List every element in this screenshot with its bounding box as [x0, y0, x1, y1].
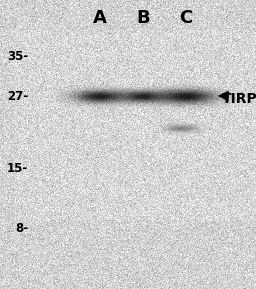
Text: 8-: 8-	[15, 221, 28, 234]
Text: B: B	[136, 9, 150, 27]
Text: TIRP: TIRP	[222, 92, 256, 106]
Text: A: A	[93, 9, 107, 27]
Text: 35-: 35-	[7, 51, 28, 64]
Text: C: C	[179, 9, 193, 27]
Text: 15-: 15-	[7, 162, 28, 175]
Text: 27-: 27-	[7, 90, 28, 103]
